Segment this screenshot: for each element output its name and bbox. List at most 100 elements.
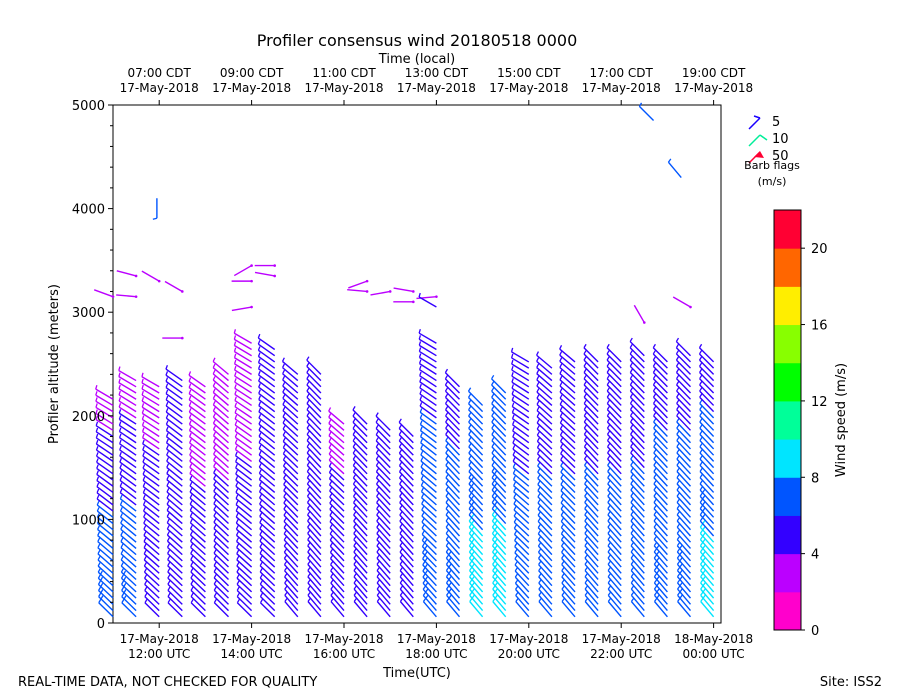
barb-feather-half — [166, 451, 169, 456]
barb-shaft — [141, 376, 160, 388]
wind-barb — [283, 560, 299, 580]
barb-shaft — [399, 483, 414, 500]
barb-shaft — [212, 404, 229, 419]
barb-shaft — [560, 539, 576, 556]
barb-shaft — [96, 492, 114, 506]
barb-shaft — [234, 393, 252, 407]
wind-barb — [375, 424, 391, 444]
barb-shaft — [676, 532, 692, 549]
barb-shaft — [699, 514, 715, 531]
barb-shaft — [118, 369, 137, 382]
wind-barb — [119, 500, 137, 518]
barb-shaft — [511, 381, 530, 394]
barb-shaft — [422, 570, 437, 587]
barb-feather-half — [375, 474, 380, 479]
barb-feather-half — [376, 560, 380, 565]
barb-feather-half — [606, 362, 610, 367]
barb-shaft — [235, 497, 253, 512]
barb-shaft — [653, 415, 668, 431]
barb-feather-half — [306, 467, 311, 472]
wind-barb — [445, 480, 461, 500]
barb-shaft — [370, 290, 391, 296]
barb-feather-half — [119, 494, 123, 500]
barb-feather-half — [559, 418, 563, 424]
wind-barb — [676, 467, 692, 487]
wind-barb — [119, 458, 137, 475]
barb-shaft — [559, 428, 576, 444]
wind-barb — [97, 543, 114, 562]
barb-feather-half — [213, 512, 217, 517]
wind-barb — [629, 405, 645, 425]
barb-feather-half — [468, 461, 472, 466]
wind-barb — [420, 487, 437, 506]
wind-barb — [653, 467, 668, 487]
barb-feather-half — [675, 343, 680, 349]
wind-barb — [537, 468, 553, 487]
wind-barb — [676, 523, 692, 543]
barb-feather-half — [676, 504, 681, 510]
barb-shaft — [306, 458, 322, 475]
barb-shaft — [419, 393, 437, 407]
wind-barb — [188, 414, 206, 431]
barb-feather-half — [630, 449, 634, 454]
barb-feather-half — [307, 548, 311, 553]
wind-barb — [233, 347, 252, 363]
wind-barb — [307, 523, 322, 543]
wind-barb — [166, 537, 183, 556]
wind-barb — [445, 542, 461, 562]
barb-feather-half — [329, 480, 333, 486]
wind-barb — [259, 567, 276, 587]
barb-feather-half — [166, 531, 170, 536]
barb-feather-half — [398, 430, 402, 436]
barb-shaft — [419, 375, 437, 388]
wind-barb — [353, 517, 368, 537]
barb-shaft — [606, 378, 622, 394]
barb-shaft — [259, 546, 276, 562]
barb-shaft — [96, 461, 114, 475]
wind-barb — [306, 492, 322, 512]
barb-feather-half — [536, 351, 540, 356]
wind-barb — [630, 511, 645, 531]
barb-feather-half — [352, 443, 356, 448]
barb-feather-half — [376, 535, 380, 541]
wind-barb — [536, 388, 553, 406]
barb-shaft — [307, 563, 322, 580]
barb-shaft — [537, 508, 553, 525]
barb-feather-half — [653, 436, 657, 441]
barb-shaft — [258, 460, 276, 475]
barb-shaft — [492, 601, 507, 618]
barb-shaft — [120, 534, 137, 549]
barb-feather-half — [536, 363, 540, 368]
barb-feather-half — [445, 486, 449, 491]
barb-shaft — [236, 547, 253, 562]
barb-shaft — [559, 379, 576, 394]
wind-barb-isolated — [233, 264, 253, 277]
barb-shaft — [213, 441, 229, 456]
barb-shaft — [537, 483, 553, 500]
wind-barb — [560, 536, 576, 556]
barb-shaft — [165, 380, 183, 394]
barb-shaft — [653, 464, 668, 481]
barb-shaft — [630, 440, 645, 456]
barb-shaft — [398, 465, 414, 481]
barb-calm-dot — [388, 290, 392, 293]
wind-barb — [607, 498, 622, 518]
barb-feather-half — [629, 393, 634, 398]
legend-barb-10-flag — [759, 134, 768, 141]
wind-barb — [165, 426, 183, 444]
barb-feather-half — [699, 368, 703, 373]
barb-shaft — [258, 472, 276, 487]
wind-barb — [282, 425, 299, 444]
barb-feather-half — [676, 455, 680, 460]
barb-shaft — [420, 478, 437, 493]
barb-shaft — [491, 514, 507, 531]
barb-shaft — [95, 400, 114, 413]
barb-shaft — [676, 501, 692, 518]
barb-feather-half — [258, 407, 262, 413]
barb-feather-half — [259, 598, 264, 604]
wind-barb — [97, 549, 114, 568]
barb-feather-half — [629, 337, 633, 342]
wind-barb — [699, 399, 715, 419]
wind-barb — [652, 368, 668, 388]
barb-feather-half — [167, 574, 171, 579]
